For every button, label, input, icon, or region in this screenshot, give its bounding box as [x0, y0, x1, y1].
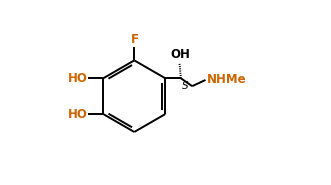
Text: NHMe: NHMe: [207, 73, 246, 86]
Text: HO: HO: [68, 72, 88, 85]
Text: HO: HO: [68, 107, 88, 121]
Text: F: F: [131, 33, 139, 46]
Text: OH: OH: [170, 48, 190, 61]
Text: S: S: [182, 81, 189, 91]
